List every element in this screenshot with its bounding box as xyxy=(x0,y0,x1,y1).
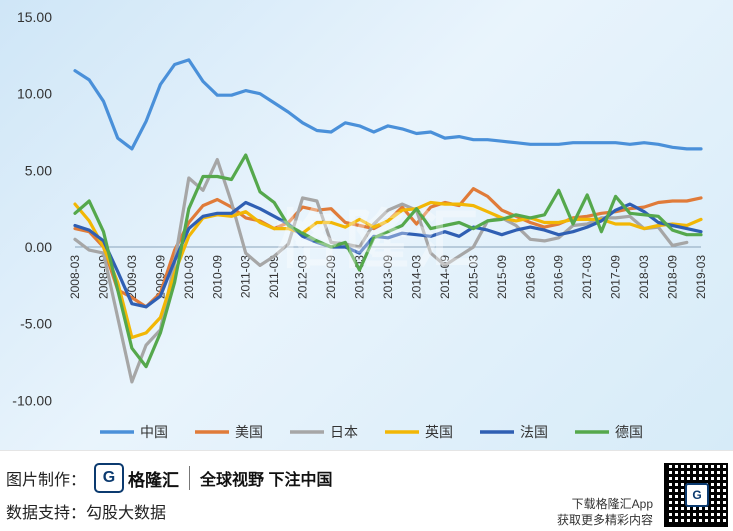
legend-label: 德国 xyxy=(615,424,643,440)
x-tick-label: 2009-03 xyxy=(125,255,139,299)
x-tick-label: 2011-09 xyxy=(267,255,281,298)
source-name: 勾股大数据 xyxy=(86,505,167,522)
x-tick-label: 2014-09 xyxy=(438,255,452,299)
x-tick-label: 2013-09 xyxy=(381,255,395,299)
x-tick-label: 2018-03 xyxy=(637,255,651,299)
y-tick-label: -10.00 xyxy=(12,392,52,408)
x-tick-label: 2010-09 xyxy=(210,255,224,299)
x-tick-label: 2012-09 xyxy=(324,255,338,299)
x-tick-label: 2019-03 xyxy=(694,255,708,299)
x-tick-label: 2017-09 xyxy=(609,255,623,299)
source-row: 数据支持：勾股大数据 xyxy=(6,499,166,523)
x-tick-label: 2016-09 xyxy=(552,255,566,299)
brand-logo-icon: G xyxy=(94,463,125,493)
x-tick-label: 2018-09 xyxy=(666,255,680,299)
y-tick-label: 5.00 xyxy=(25,162,52,178)
legend-label: 日本 xyxy=(330,424,358,440)
series-line xyxy=(73,58,703,151)
legend-label: 中国 xyxy=(140,424,168,440)
y-tick-label: 15.00 xyxy=(17,9,52,25)
legend-label: 英国 xyxy=(425,424,453,440)
x-tick-label: 2014-03 xyxy=(409,255,423,299)
y-tick-label: 0.00 xyxy=(25,239,52,255)
x-tick-label: 2010-03 xyxy=(182,255,196,299)
x-tick-label: 2012-03 xyxy=(296,255,310,299)
x-tick-label: 2017-03 xyxy=(580,255,594,299)
credit-row: 图片制作： G 格隆汇 全球视野 下注中国 xyxy=(6,463,332,493)
x-tick-label: 2008-03 xyxy=(68,255,82,299)
y-tick-label: 10.00 xyxy=(17,86,52,102)
series-line xyxy=(73,153,703,369)
chart-area: 15.00 10.00 5.00 0.00 -5.00 -10.00 2008-03 2008… xyxy=(0,0,733,450)
x-tick-label: 2016-03 xyxy=(523,255,537,299)
footer: 图片制作： G 格隆汇 全球视野 下注中国 数据支持：勾股大数据 下载格隆汇Ap… xyxy=(0,450,733,531)
x-tick-label: 2015-09 xyxy=(495,255,509,299)
slogan: 全球视野 下注中国 xyxy=(200,472,333,489)
app-more-text: 获取更多精彩内容 xyxy=(556,513,653,527)
brand-name: 格隆汇 xyxy=(128,470,180,490)
legend-label: 美国 xyxy=(235,424,263,440)
credit-label: 图片制作： xyxy=(6,472,87,489)
x-tick-label: 2011-03 xyxy=(239,255,253,298)
legend-label: 法国 xyxy=(520,424,548,440)
qr-logo-icon: G xyxy=(685,483,709,507)
app-download-text: 下载格隆汇App xyxy=(571,497,653,511)
x-tick-label: 2015-03 xyxy=(466,255,480,299)
divider xyxy=(189,466,191,490)
y-tick-label: -5.00 xyxy=(20,316,52,332)
series-line xyxy=(73,158,689,384)
source-label: 数据支持： xyxy=(6,505,87,522)
